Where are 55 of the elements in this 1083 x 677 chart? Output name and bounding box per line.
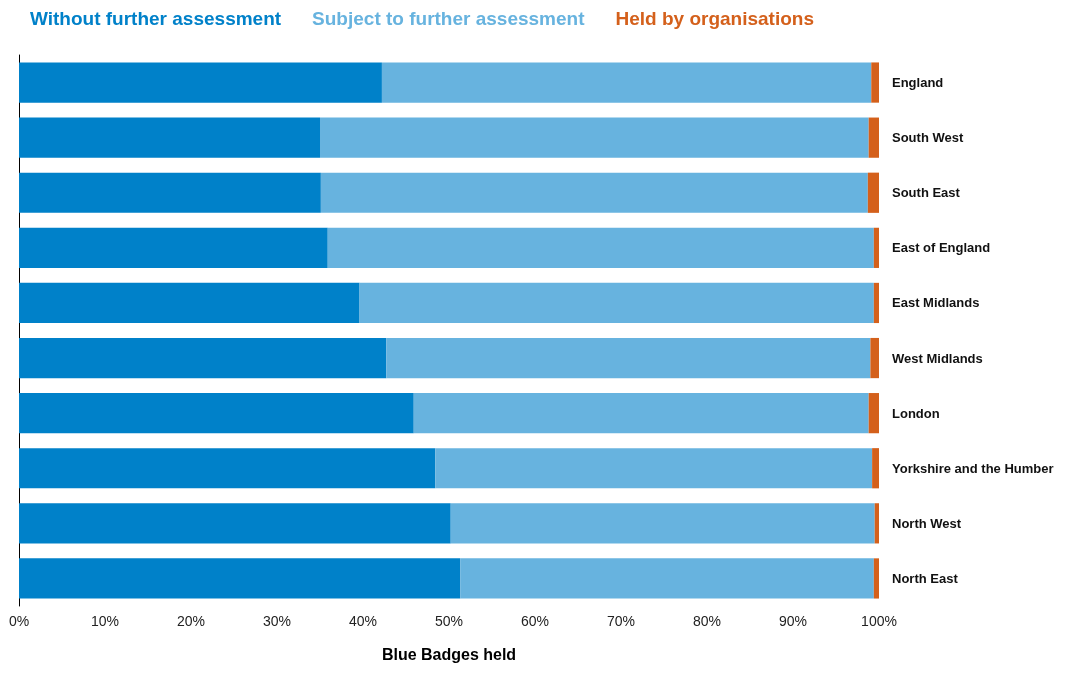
- bar: [386, 337, 871, 379]
- x-tick-label: 10%: [90, 613, 120, 629]
- bar: [381, 62, 872, 103]
- bar: [19, 448, 436, 489]
- bar: [327, 227, 874, 268]
- y-tick-label: South East: [892, 185, 961, 201]
- bar: [873, 227, 879, 268]
- y-tick-label: England: [892, 75, 944, 91]
- bar: [413, 393, 869, 434]
- bar: [320, 117, 869, 158]
- text: Held by organisations: [615, 8, 814, 29]
- series-label: Subject to further assessment: [312, 8, 586, 29]
- x-tick-label: 0%: [8, 613, 30, 629]
- bar: [320, 172, 868, 213]
- bar: [873, 558, 879, 599]
- bar: [19, 227, 328, 268]
- x-tick-label: 70%: [606, 613, 636, 629]
- bar: [435, 448, 873, 489]
- bar: [868, 393, 879, 434]
- x-tick-label: 20%: [176, 613, 206, 629]
- bar: [19, 393, 414, 434]
- bar: [19, 172, 321, 213]
- y-tick-label: Yorkshire and the Humber: [892, 460, 1054, 476]
- bar: [868, 117, 879, 158]
- y-tick-label: East Midlands: [892, 295, 980, 311]
- x-axis-title: Blue Badges held: [381, 645, 517, 663]
- x-tick-label: 40%: [348, 613, 378, 629]
- x-tick-label: 80%: [692, 613, 722, 629]
- x-tick-label: 60%: [520, 613, 550, 629]
- bar: [19, 62, 382, 103]
- bar: [450, 503, 875, 544]
- bar: [872, 448, 879, 489]
- x-tick-label: 30%: [262, 613, 292, 629]
- bar: [873, 282, 879, 324]
- x-tick-label: 90%: [778, 613, 808, 629]
- y-tick-label: South West: [892, 130, 964, 146]
- x-tick-label: 50%: [434, 613, 464, 629]
- bar: [874, 503, 879, 544]
- bar: [359, 282, 874, 324]
- bar: [460, 558, 874, 599]
- bar: [19, 117, 320, 158]
- x-tick-label: 100%: [861, 613, 897, 629]
- bar: [870, 337, 879, 379]
- y-tick-label: London: [892, 405, 940, 421]
- y-tick-label: East of England: [892, 240, 991, 256]
- bar: [19, 337, 387, 379]
- bar: [871, 62, 879, 103]
- series-label: Without further assessment: [30, 8, 282, 29]
- bar: [867, 172, 879, 213]
- bar: [19, 503, 451, 544]
- y-tick-label: North West: [892, 515, 962, 531]
- bar: [19, 558, 461, 599]
- bar: [19, 282, 360, 324]
- y-tick-label: North East: [892, 570, 959, 586]
- y-tick-label: West Midlands: [892, 350, 983, 366]
